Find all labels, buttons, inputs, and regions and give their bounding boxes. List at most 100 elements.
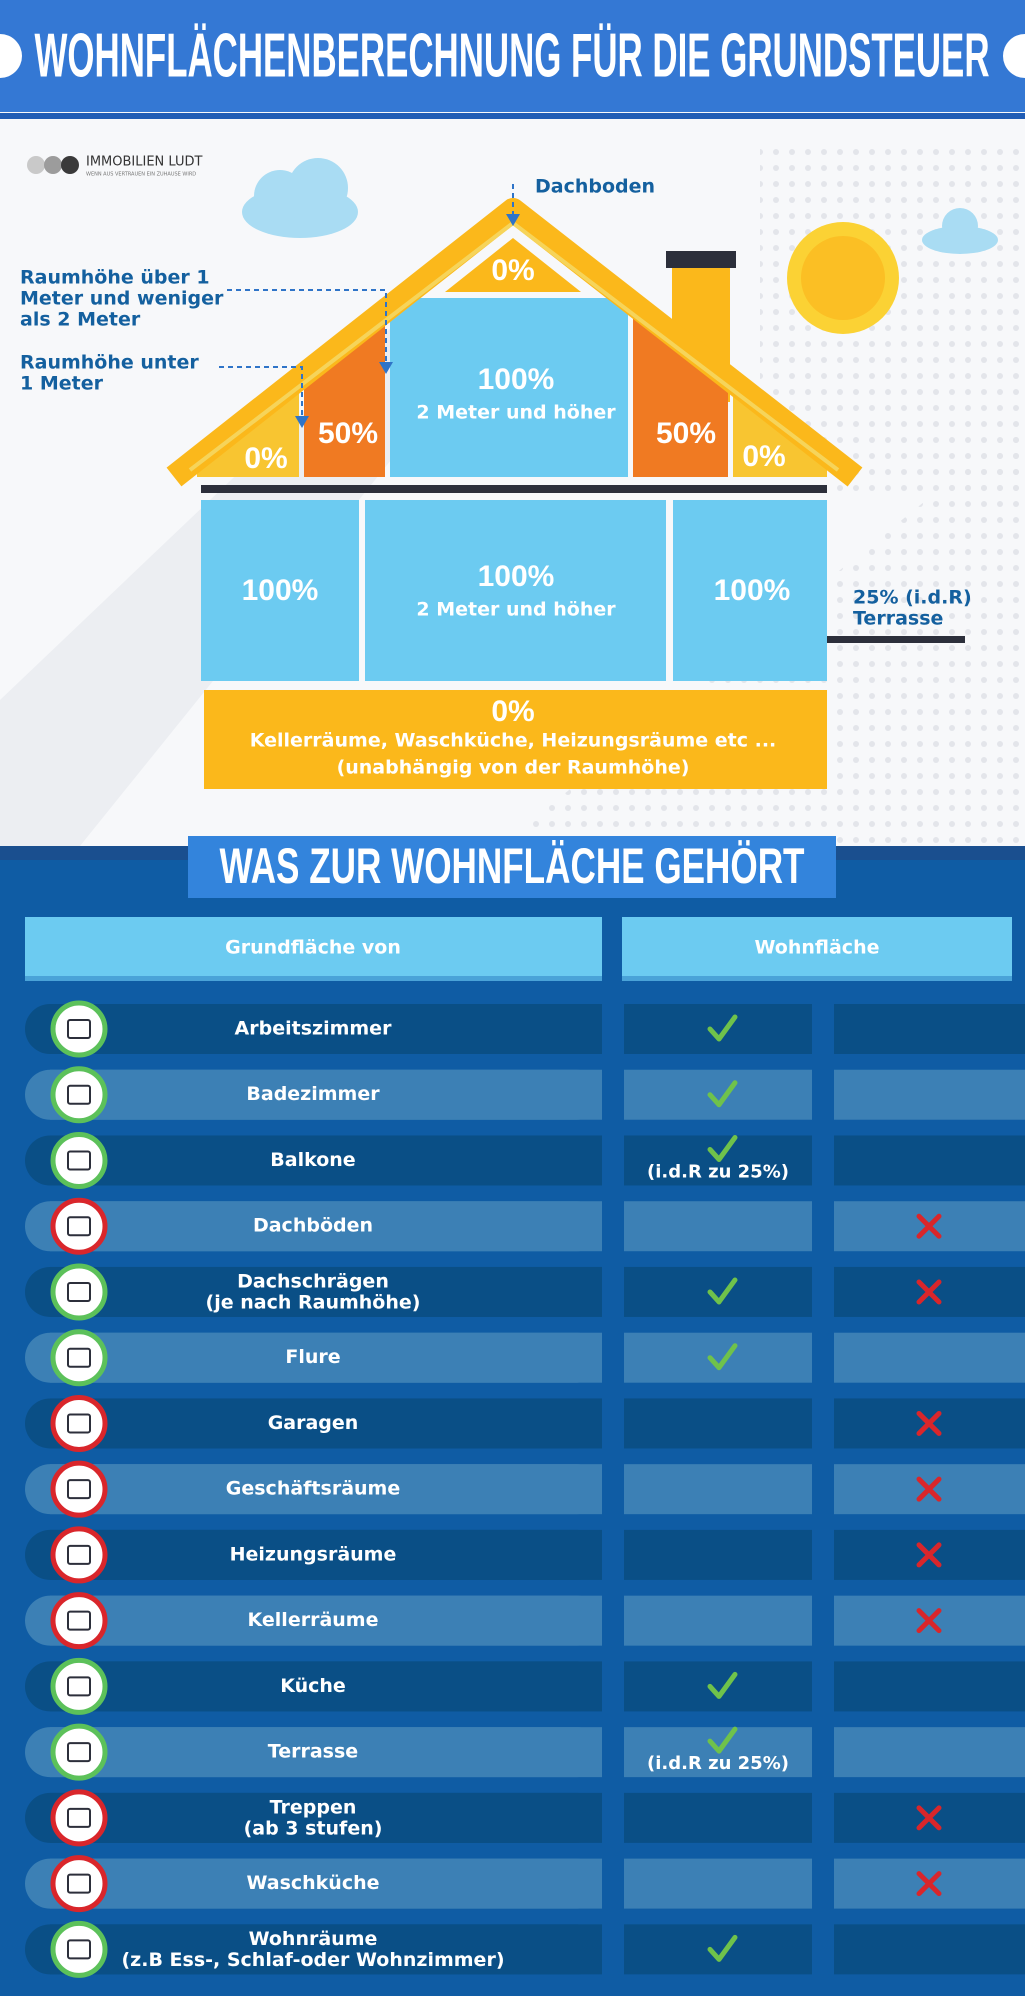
row-icon-glyph	[67, 1676, 91, 1697]
row-detail: (z.B Ess-, Schlaf-oder Wohnzimmer)	[121, 1949, 504, 1971]
row-name: Badezimmer	[246, 1083, 380, 1105]
row-cell	[624, 1595, 812, 1646]
row-name: Küche	[280, 1675, 346, 1697]
row-name: Wohnräume	[249, 1928, 378, 1950]
zone-percent: 100%	[478, 363, 555, 396]
header-rule	[0, 113, 1025, 119]
terrace-label: 25% (i.d.R)	[853, 587, 972, 609]
row-cell	[834, 1332, 1025, 1383]
header-shadow	[622, 976, 1012, 981]
roof	[166, 198, 863, 487]
row-icon	[50, 1789, 108, 1847]
logo-dot	[27, 156, 45, 174]
row-cell	[834, 1661, 1025, 1712]
cross-mark	[916, 1410, 942, 1436]
table-body: Arbeitszimmer Badezimmer Balkone (i.d.R zu …	[25, 1000, 1025, 1978]
row-name: Arbeitszimmer	[235, 1018, 393, 1040]
basement-note: (unabhängig von der Raumhöhe)	[337, 757, 690, 779]
header-dot	[1003, 34, 1025, 78]
row-note: (i.d.R zu 25%)	[647, 1161, 789, 1182]
row-name: Treppen	[270, 1796, 357, 1818]
row-cell	[624, 1201, 812, 1252]
header-dot	[0, 34, 22, 78]
row-cell	[50, 1661, 602, 1712]
cross-mark	[916, 1476, 942, 1502]
row-cell	[50, 1266, 602, 1317]
row-icon-glyph	[67, 1873, 91, 1894]
row-cell	[624, 1069, 812, 1120]
room	[365, 500, 666, 681]
zone-percent: 0%	[244, 442, 287, 475]
row-cell	[50, 1464, 602, 1515]
logo-dot	[44, 156, 62, 174]
logo-tagline: WENN AUS VERTRAUEN EIN ZUHAUSE WIRD	[86, 172, 196, 178]
row-icon-glyph	[67, 1544, 91, 1565]
row-icon-glyph	[67, 1742, 91, 1763]
room-percent: 100%	[714, 574, 791, 607]
table-header	[25, 917, 602, 980]
header-band	[0, 0, 1025, 112]
row-icon-glyph	[67, 1807, 91, 1828]
room	[673, 500, 827, 681]
row-name: Flure	[285, 1346, 340, 1368]
column-header: Grundfläche von	[225, 937, 401, 959]
row-icon-glyph	[67, 1150, 91, 1171]
row-cell	[50, 1529, 602, 1580]
row-note: (i.d.R zu 25%)	[647, 1753, 789, 1774]
check-mark	[707, 1134, 738, 1162]
page-title: WOHNFLÄCHENBERECHNUNG FÜR DIE GRUNDSTEUE…	[35, 21, 990, 90]
room-percent: 100%	[478, 560, 555, 593]
cross-mark	[916, 1279, 942, 1305]
row-name: Balkone	[270, 1149, 355, 1171]
floor-rule	[201, 485, 827, 493]
row-cell	[624, 1004, 812, 1054]
row-icon-glyph	[67, 1216, 91, 1237]
row-cell	[834, 1924, 1025, 1975]
zone-percent: 50%	[318, 417, 378, 450]
row-detail: (je nach Raumhöhe)	[206, 1291, 421, 1313]
zone-percent: 0%	[742, 440, 785, 473]
row-cell	[834, 1135, 1025, 1186]
row-cell	[624, 1924, 812, 1975]
row-icon	[50, 1657, 108, 1715]
callout-label: Dachboden	[535, 176, 655, 198]
row-icon	[50, 1263, 108, 1321]
row-icon-glyph	[67, 1479, 91, 1500]
basement	[204, 690, 827, 789]
row-icon	[50, 1460, 108, 1518]
row-name: Waschküche	[246, 1872, 379, 1894]
check-mark	[707, 1343, 738, 1371]
zone-percent: 50%	[656, 417, 716, 450]
row-cell	[624, 1464, 812, 1515]
row-icon	[50, 1131, 108, 1189]
row-cell	[50, 1201, 602, 1252]
check-mark	[707, 1726, 738, 1754]
row-cell	[624, 1858, 812, 1909]
check-mark	[707, 1277, 738, 1305]
chimney-cap	[666, 251, 736, 268]
callout-label: Raumhöhe über 1	[20, 267, 210, 289]
attic-percent: 0%	[491, 254, 534, 287]
row-name: Terrasse	[268, 1741, 358, 1763]
room-note: 2 Meter und höher	[416, 599, 616, 621]
row-cell	[50, 1792, 602, 1843]
check-mark	[707, 1671, 738, 1699]
cloud	[922, 208, 998, 254]
row-cell	[624, 1792, 812, 1843]
row-icon-glyph	[67, 1281, 91, 1302]
terrace-label: Terrasse	[853, 608, 943, 630]
cross-mark	[916, 1608, 942, 1634]
attic-zone	[445, 238, 581, 292]
callout-label: als 2 Meter	[20, 309, 141, 331]
callout-arrow	[295, 214, 520, 428]
row-cell	[834, 1004, 1025, 1054]
row-icon	[50, 1000, 108, 1058]
callout-line	[219, 184, 514, 420]
row-icon-glyph	[67, 1610, 91, 1631]
column-header: Wohnfläche	[755, 937, 880, 959]
terrace-line	[827, 636, 965, 643]
row-cell	[834, 1727, 1025, 1778]
row-cell	[50, 1595, 602, 1646]
cross-mark	[916, 1871, 942, 1897]
